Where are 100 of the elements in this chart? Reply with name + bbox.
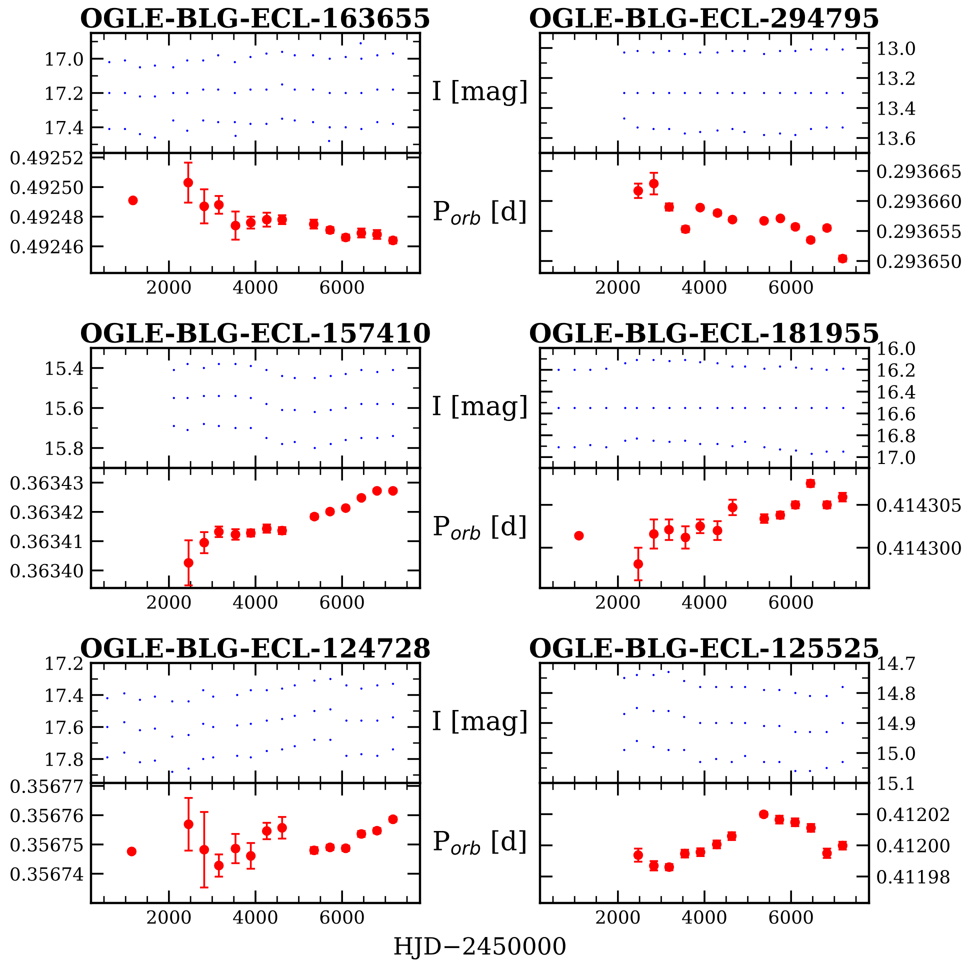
point xyxy=(695,202,706,212)
point xyxy=(154,759,156,762)
point xyxy=(778,50,782,52)
y-tick-label: 16.6 xyxy=(878,406,916,421)
x-tick-label: 6000 xyxy=(320,910,364,924)
point xyxy=(667,670,670,674)
point xyxy=(648,178,659,188)
point xyxy=(633,186,644,196)
point xyxy=(154,727,156,730)
y-tick-label: 0.49246 xyxy=(10,240,83,254)
chart-title: OGLE-BLG-ECL-294795 xyxy=(530,8,878,28)
x-tick-label: 2000 xyxy=(147,910,191,924)
x-tick-label: 4000 xyxy=(682,280,726,294)
point xyxy=(184,819,194,830)
y-tick-label: 0.49250 xyxy=(10,180,83,194)
y-tick-label: 16.8 xyxy=(878,428,915,442)
x-tick-label: 2000 xyxy=(147,280,191,294)
x-tick-label: 6000 xyxy=(320,280,364,294)
y-tick-label: 0.35677 xyxy=(10,779,83,794)
y-tick-label: 17.0 xyxy=(878,450,915,464)
point xyxy=(230,220,240,230)
point xyxy=(667,748,670,752)
point xyxy=(187,767,190,770)
point xyxy=(652,358,655,362)
point xyxy=(716,51,719,54)
point xyxy=(265,88,268,91)
point xyxy=(731,128,734,130)
y-tick-label: 0.414305 xyxy=(877,498,961,512)
x-tick-label: 2000 xyxy=(596,910,640,924)
y-tick-label: 13.0 xyxy=(878,41,915,56)
point xyxy=(345,719,348,722)
point xyxy=(652,92,655,94)
point xyxy=(340,503,351,513)
point xyxy=(728,214,738,224)
point xyxy=(652,51,655,54)
y-tick-label: 0.41202 xyxy=(877,808,949,822)
x-tick-label: 4000 xyxy=(682,910,726,924)
point xyxy=(124,92,126,94)
point xyxy=(762,52,766,56)
y-tick-label: 0.293660 xyxy=(877,194,961,208)
point xyxy=(808,770,812,772)
point xyxy=(187,700,190,703)
y-tick-label: 16.4 xyxy=(878,385,916,399)
point xyxy=(731,365,734,368)
point xyxy=(392,368,394,372)
chart-title: OGLE-BLG-ECL-157410 xyxy=(80,322,430,343)
chart-title: OGLE-BLG-ECL-125525 xyxy=(530,638,878,658)
point xyxy=(230,844,240,854)
y-tick-label: 17.4 xyxy=(46,120,84,134)
y-tick-label: 17.0 xyxy=(46,52,83,66)
y-tick-label: 17.8 xyxy=(46,752,83,766)
point xyxy=(214,200,224,210)
point xyxy=(313,679,316,682)
point xyxy=(277,822,287,833)
y-tick-label: 0.35674 xyxy=(10,867,84,881)
point xyxy=(667,710,670,712)
y-tick-label: 0.36340 xyxy=(10,564,83,578)
point xyxy=(778,406,782,410)
y-tick-label: 15.4 xyxy=(46,361,84,376)
y-tick-label: 0.293665 xyxy=(877,164,961,178)
point xyxy=(138,95,142,98)
point xyxy=(214,860,224,870)
y-tick-label: 0.293655 xyxy=(877,224,961,238)
point xyxy=(695,521,706,532)
point xyxy=(126,846,137,856)
point xyxy=(265,402,268,406)
point xyxy=(199,844,210,855)
y-tick-label: 0.41200 xyxy=(877,838,950,852)
y-axis-title: I [mag] xyxy=(432,710,526,736)
point xyxy=(234,426,237,430)
point xyxy=(652,710,655,712)
point xyxy=(262,826,272,836)
y-tick-label: 15.0 xyxy=(878,746,915,760)
point xyxy=(262,214,272,225)
y-tick-label: 17.2 xyxy=(46,86,82,100)
x-tick-label: 4000 xyxy=(233,595,278,609)
point xyxy=(184,558,194,568)
point xyxy=(778,448,782,451)
point xyxy=(372,486,382,496)
point xyxy=(778,92,782,94)
y-tick-label: 0.293650 xyxy=(877,254,961,268)
point xyxy=(759,216,769,226)
point xyxy=(794,406,798,410)
point xyxy=(392,402,394,406)
y-tick-label: 15.6 xyxy=(46,401,83,416)
chart-title: OGLE-BLG-ECL-163655 xyxy=(80,8,430,28)
y-tick-label: 16.0 xyxy=(878,341,915,356)
point xyxy=(728,502,738,512)
point xyxy=(246,851,256,861)
point xyxy=(265,436,268,440)
y-axis-title: P$_{orb}$ [d] xyxy=(434,200,526,225)
point xyxy=(199,201,210,212)
point xyxy=(265,52,268,55)
chart-title: OGLE-BLG-ECL-181955 xyxy=(530,322,878,343)
y-tick-label: 14.8 xyxy=(878,686,915,700)
point xyxy=(716,442,719,446)
x-tick-label: 4000 xyxy=(233,910,278,924)
x-tick-label: 6000 xyxy=(320,595,364,609)
y-tick-label: 15.8 xyxy=(46,441,83,456)
y-tick-label: 17.2 xyxy=(46,656,82,670)
